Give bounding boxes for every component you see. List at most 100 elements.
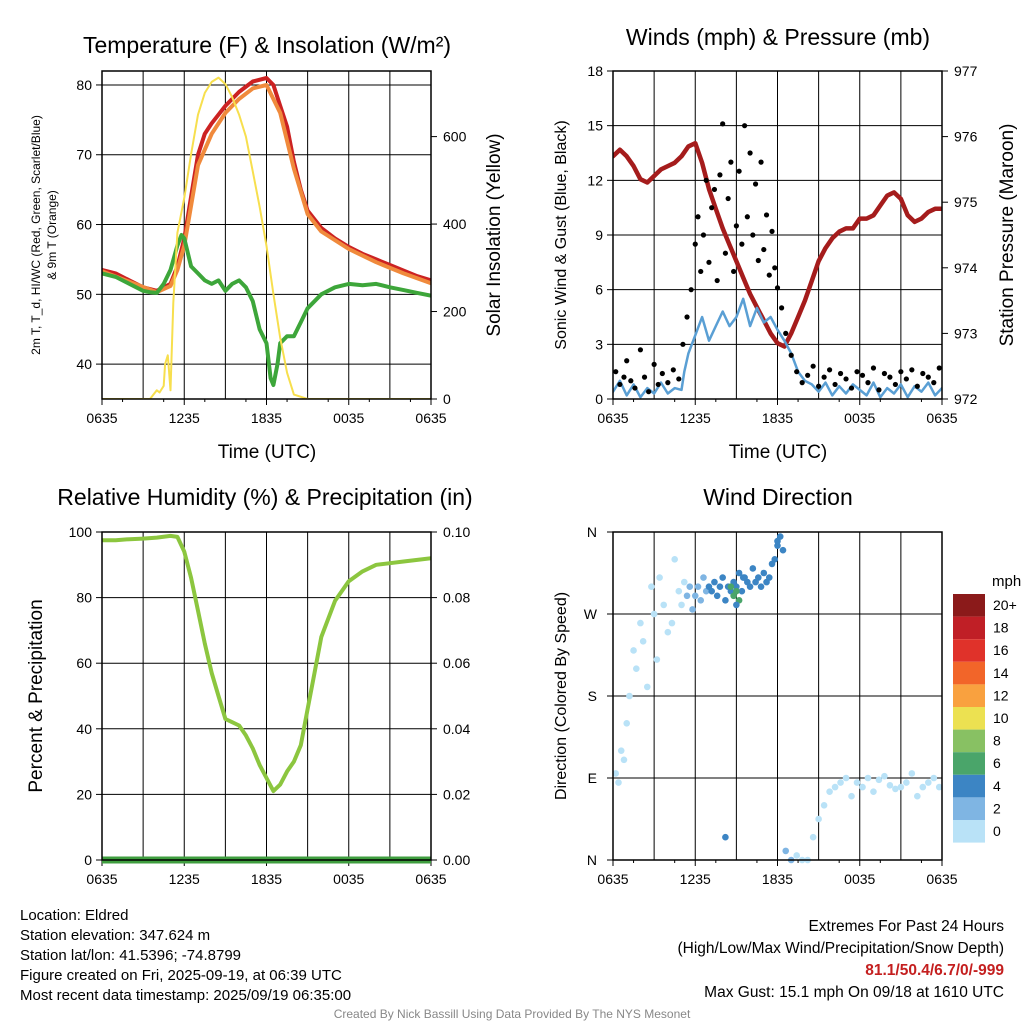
gust-point — [736, 168, 742, 174]
temperature-title: Temperature (F) & Insolation (W/m²) — [83, 32, 451, 58]
legend-label: 14 — [993, 665, 1009, 681]
gust-point — [709, 205, 715, 211]
direction-point — [686, 583, 694, 590]
temp-xtick-label: 0035 — [333, 410, 364, 426]
gust-point — [859, 372, 866, 378]
gust-point — [703, 177, 709, 183]
direction-point — [924, 779, 932, 786]
gust-point — [763, 212, 770, 218]
dir-xtick-label: 0635 — [926, 871, 957, 887]
gust-point — [854, 369, 860, 375]
winds-xtick-label: 1235 — [680, 410, 711, 426]
gust-point — [706, 259, 712, 265]
legend-label: 18 — [993, 620, 1009, 636]
extremes-values: 81.1/50.4/6.7/0/-999 — [865, 962, 1004, 979]
gust-point — [774, 285, 781, 291]
direction-point — [875, 776, 883, 784]
gust-point — [766, 272, 772, 278]
series-station-pressure — [613, 140, 942, 349]
winds-frame — [612, 70, 943, 400]
direction-point — [930, 774, 938, 782]
series-solar-insolation — [102, 76, 431, 399]
gust-point — [788, 352, 794, 358]
direction-point — [623, 720, 631, 727]
gust-point — [628, 378, 634, 384]
gust-point — [747, 150, 753, 156]
rh-ytick-label: 40 — [76, 721, 92, 737]
direction-point — [782, 847, 790, 855]
rh-ytick-label: 0 — [84, 852, 92, 868]
temp-ytick-label: 40 — [76, 356, 92, 372]
insolation-ylabel: Solar Insolation (Yellow) — [484, 133, 505, 336]
direction-point — [733, 583, 740, 590]
legend-label: 10 — [993, 710, 1009, 726]
direction-point — [683, 592, 691, 600]
legend-label: 2 — [993, 800, 1001, 816]
dir-ytick-label: N — [587, 852, 597, 868]
max-gust-text: Max Gust: 15.1 mph On 09/18 at 1610 UTC — [704, 984, 1004, 1001]
direction-point — [660, 601, 668, 609]
legend-label: 6 — [993, 755, 1001, 771]
direction-point — [886, 781, 894, 789]
gust-point — [769, 228, 775, 234]
direction-point — [643, 683, 651, 691]
dir-xtick-label: 1235 — [680, 871, 711, 887]
direction-point — [694, 583, 702, 590]
elevation-text: Station elevation: 347.624 m — [20, 927, 211, 944]
direction-point — [837, 779, 844, 786]
gust-point — [665, 380, 671, 386]
precip-ytick-right-label: 0.02 — [443, 786, 470, 802]
rh-frame — [101, 531, 432, 861]
extremes-info: Extremes For Past 24 Hours (High/Low/Max… — [678, 916, 1005, 1004]
precip-ytick-right-label: 0.10 — [443, 524, 470, 540]
direction-point — [617, 747, 625, 754]
direction-point — [678, 601, 685, 609]
direction-point — [815, 815, 822, 823]
winds-ytick-label: 18 — [587, 63, 603, 79]
gust-point — [731, 268, 737, 275]
dir-ytick-label: E — [588, 770, 597, 786]
direction-point — [615, 779, 622, 786]
direction-point — [919, 783, 927, 791]
gust-point — [680, 341, 686, 347]
gust-point — [870, 365, 877, 371]
direction-point — [735, 569, 743, 577]
gust-point — [826, 367, 833, 373]
precip-ytick-right-label: 0.08 — [443, 590, 470, 606]
insolation-ytick-right-label: 200 — [443, 304, 467, 320]
precip-ytick-right-label: 0.04 — [443, 721, 470, 737]
station-info: Location: Eldred Station elevation: 347.… — [20, 906, 351, 1006]
gust-point — [641, 374, 648, 380]
gust-point — [733, 223, 739, 229]
direction-point — [719, 574, 726, 581]
gust-point — [903, 376, 909, 382]
direction-point — [656, 574, 663, 581]
dir-xtick-label: 0035 — [844, 871, 875, 887]
gust-point — [717, 172, 723, 178]
gust-point — [832, 381, 838, 388]
direction-point — [733, 587, 740, 595]
direction-point — [831, 783, 839, 791]
temperature-xlabel: Time (UTC) — [218, 442, 317, 463]
direction-point — [722, 597, 729, 604]
insolation-ytick-right-label: 600 — [443, 129, 467, 145]
gust-point — [909, 367, 915, 373]
direction-point — [842, 774, 850, 782]
winds-title: Winds (mph) & Pressure (mb) — [626, 24, 930, 50]
gust-point — [711, 186, 718, 193]
direction-point — [637, 619, 644, 627]
gust-point — [876, 387, 882, 393]
winds-xtick-label: 0035 — [844, 410, 875, 426]
direction-point — [760, 569, 768, 577]
gust-point — [728, 159, 734, 165]
gust-point — [698, 268, 704, 275]
gust-point — [651, 361, 657, 367]
gust-point — [799, 380, 805, 386]
rh-ytick-label: 60 — [76, 655, 92, 671]
temp-xtick-label: 1835 — [251, 410, 282, 426]
gust-point — [655, 381, 661, 388]
winds-ytick-label: 3 — [595, 336, 603, 352]
gust-point — [692, 241, 698, 247]
winds-plot: 0635 1235 1835 0035 0635 0 3 6 9 12 15 18 972 973 974 9… — [587, 63, 977, 426]
created-text: Figure created on Fri, 2025-09-19, at 06… — [20, 967, 342, 984]
